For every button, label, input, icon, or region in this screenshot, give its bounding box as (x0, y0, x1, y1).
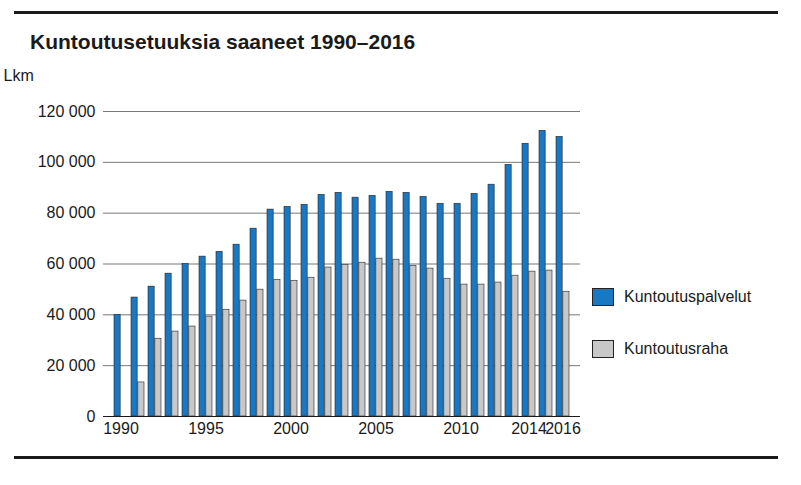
svg-text:2016: 2016 (545, 420, 581, 437)
svg-text:0: 0 (87, 408, 96, 425)
html-text:Kuntoutusetuuksia saaneet 1990: Kuntoutusetuuksia saaneet 1990–2016 (30, 30, 416, 53)
svg-text:100 000: 100 000 (38, 153, 96, 170)
svg-text:60 000: 60 000 (47, 255, 96, 272)
svg-text:20 000: 20 000 (47, 357, 96, 374)
html-text:Kuntoutuspalvelut: Kuntoutuspalvelut (624, 288, 752, 305)
svg-text:40 000: 40 000 (47, 306, 96, 323)
svg-text:Lkm: Lkm (4, 67, 34, 84)
svg-text:80 000: 80 000 (47, 204, 96, 221)
svg-text:2000: 2000 (273, 420, 309, 437)
svg-text:2010: 2010 (443, 420, 479, 437)
svg-text:2014: 2014 (511, 420, 547, 437)
svg-text:2005: 2005 (358, 420, 394, 437)
svg-text:120 000: 120 000 (38, 103, 96, 120)
html-text:Kuntoutusraha: Kuntoutusraha (624, 340, 729, 357)
svg-text:1990: 1990 (103, 420, 139, 437)
svg-text:1995: 1995 (188, 420, 224, 437)
